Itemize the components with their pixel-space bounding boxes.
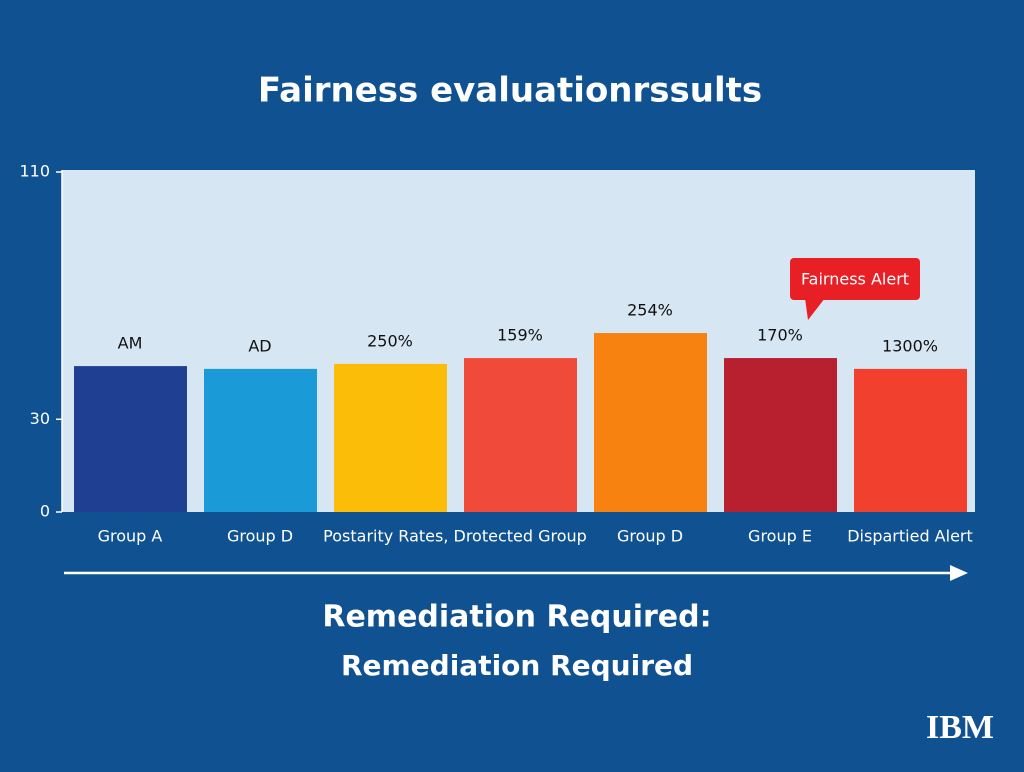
arrow-head: [950, 565, 968, 581]
bar-annotation: 1300%: [882, 336, 938, 355]
y-tick-label: 110: [19, 162, 50, 181]
footer-line: Remediation Required:: [322, 600, 711, 635]
bar-annotation: AM: [118, 334, 143, 353]
x-tick-label: Group D: [617, 527, 683, 546]
footer-line: Remediation Required: [341, 649, 693, 682]
alert-pointer: [805, 298, 825, 320]
y-tick-label: 0: [40, 502, 50, 521]
bar: [334, 363, 447, 512]
logo: IBM: [926, 709, 994, 746]
bar: [464, 358, 577, 512]
x-tick-label: Group E: [748, 527, 812, 546]
x-tick-label: Group A: [98, 527, 163, 546]
alert-text: Fairness Alert: [801, 270, 909, 289]
bar-annotation: 254%: [627, 301, 673, 320]
bar: [724, 358, 837, 512]
chart-title: Fairness evaluationrssults: [258, 71, 762, 111]
bar: [74, 366, 187, 512]
bar-annotation: 250%: [367, 331, 413, 350]
x-tick-label: Postarity Rates, Drotected Group: [323, 527, 587, 546]
bar: [854, 368, 967, 512]
bar-annotation: 159%: [497, 326, 543, 345]
bar: [594, 333, 707, 512]
x-tick-label: Dispartied Alert: [847, 527, 973, 546]
bar-annotation: 170%: [757, 326, 803, 345]
bar-annotation: AD: [248, 336, 271, 355]
x-tick-label: Group D: [227, 527, 293, 546]
y-tick-label: 30: [30, 409, 50, 428]
bar: [204, 368, 317, 512]
alert-box: [790, 258, 920, 300]
